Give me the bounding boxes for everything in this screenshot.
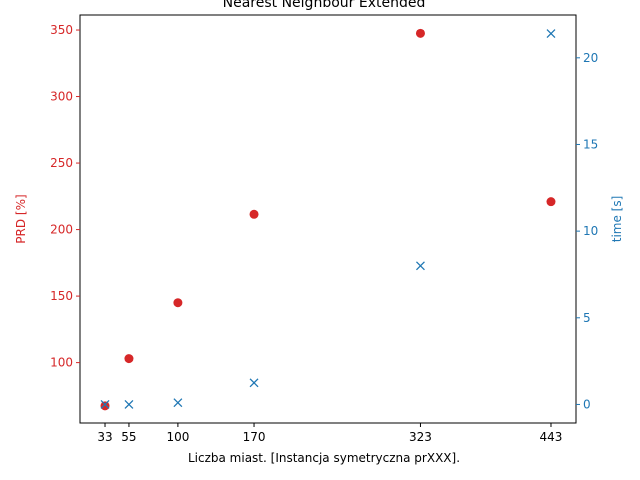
x-tick-label: 443 [540, 430, 563, 444]
y-axis-left: 100 150 200 250 300 350 [50, 23, 80, 370]
prd-point [249, 209, 259, 219]
time-point [124, 399, 134, 409]
prd-point [124, 354, 134, 364]
y-right-tick-label: 0 [583, 397, 591, 411]
plot-frame [79, 14, 577, 424]
y-axis-label-right: time [s] [610, 196, 624, 243]
x-tick-label: 170 [243, 430, 266, 444]
y-left-tick-label: 200 [50, 223, 73, 237]
y-left-tick-label: 350 [50, 23, 73, 37]
y-right-tick-label: 10 [583, 224, 598, 238]
y-left-tick-label: 100 [50, 356, 73, 370]
prd-point [415, 28, 425, 38]
y-axis-right: 0 5 10 15 20 [576, 51, 598, 411]
y-right-tick-label: 15 [583, 137, 598, 151]
x-tick-label: 323 [409, 430, 432, 444]
x-tick-label: 33 [97, 430, 112, 444]
y-left-tick-label: 250 [50, 156, 73, 170]
x-tick-label: 55 [121, 430, 136, 444]
plot-area [79, 14, 577, 424]
y-right-tick-label: 5 [583, 311, 591, 325]
series-layer [100, 28, 556, 411]
prd-point [173, 298, 183, 308]
prd-point [546, 197, 556, 207]
time-point [249, 378, 259, 388]
y-right-tick-label: 20 [583, 51, 598, 65]
x-axis-label: Liczba miast. [Instancja symetryczna prX… [188, 451, 460, 465]
x-axis: 33 55 100 170 323 443 [97, 423, 562, 444]
time-point [415, 261, 425, 271]
chart-title: Nearest Neighbour Extended [223, 0, 426, 11]
time-point [546, 29, 556, 39]
time-point [173, 398, 183, 408]
x-tick-label: 100 [166, 430, 189, 444]
y-left-tick-label: 300 [50, 90, 73, 104]
time-point [100, 399, 110, 409]
y-left-tick-label: 150 [50, 289, 73, 303]
prd-point [100, 401, 110, 411]
y-axis-label-left: PRD [%] [14, 194, 28, 243]
